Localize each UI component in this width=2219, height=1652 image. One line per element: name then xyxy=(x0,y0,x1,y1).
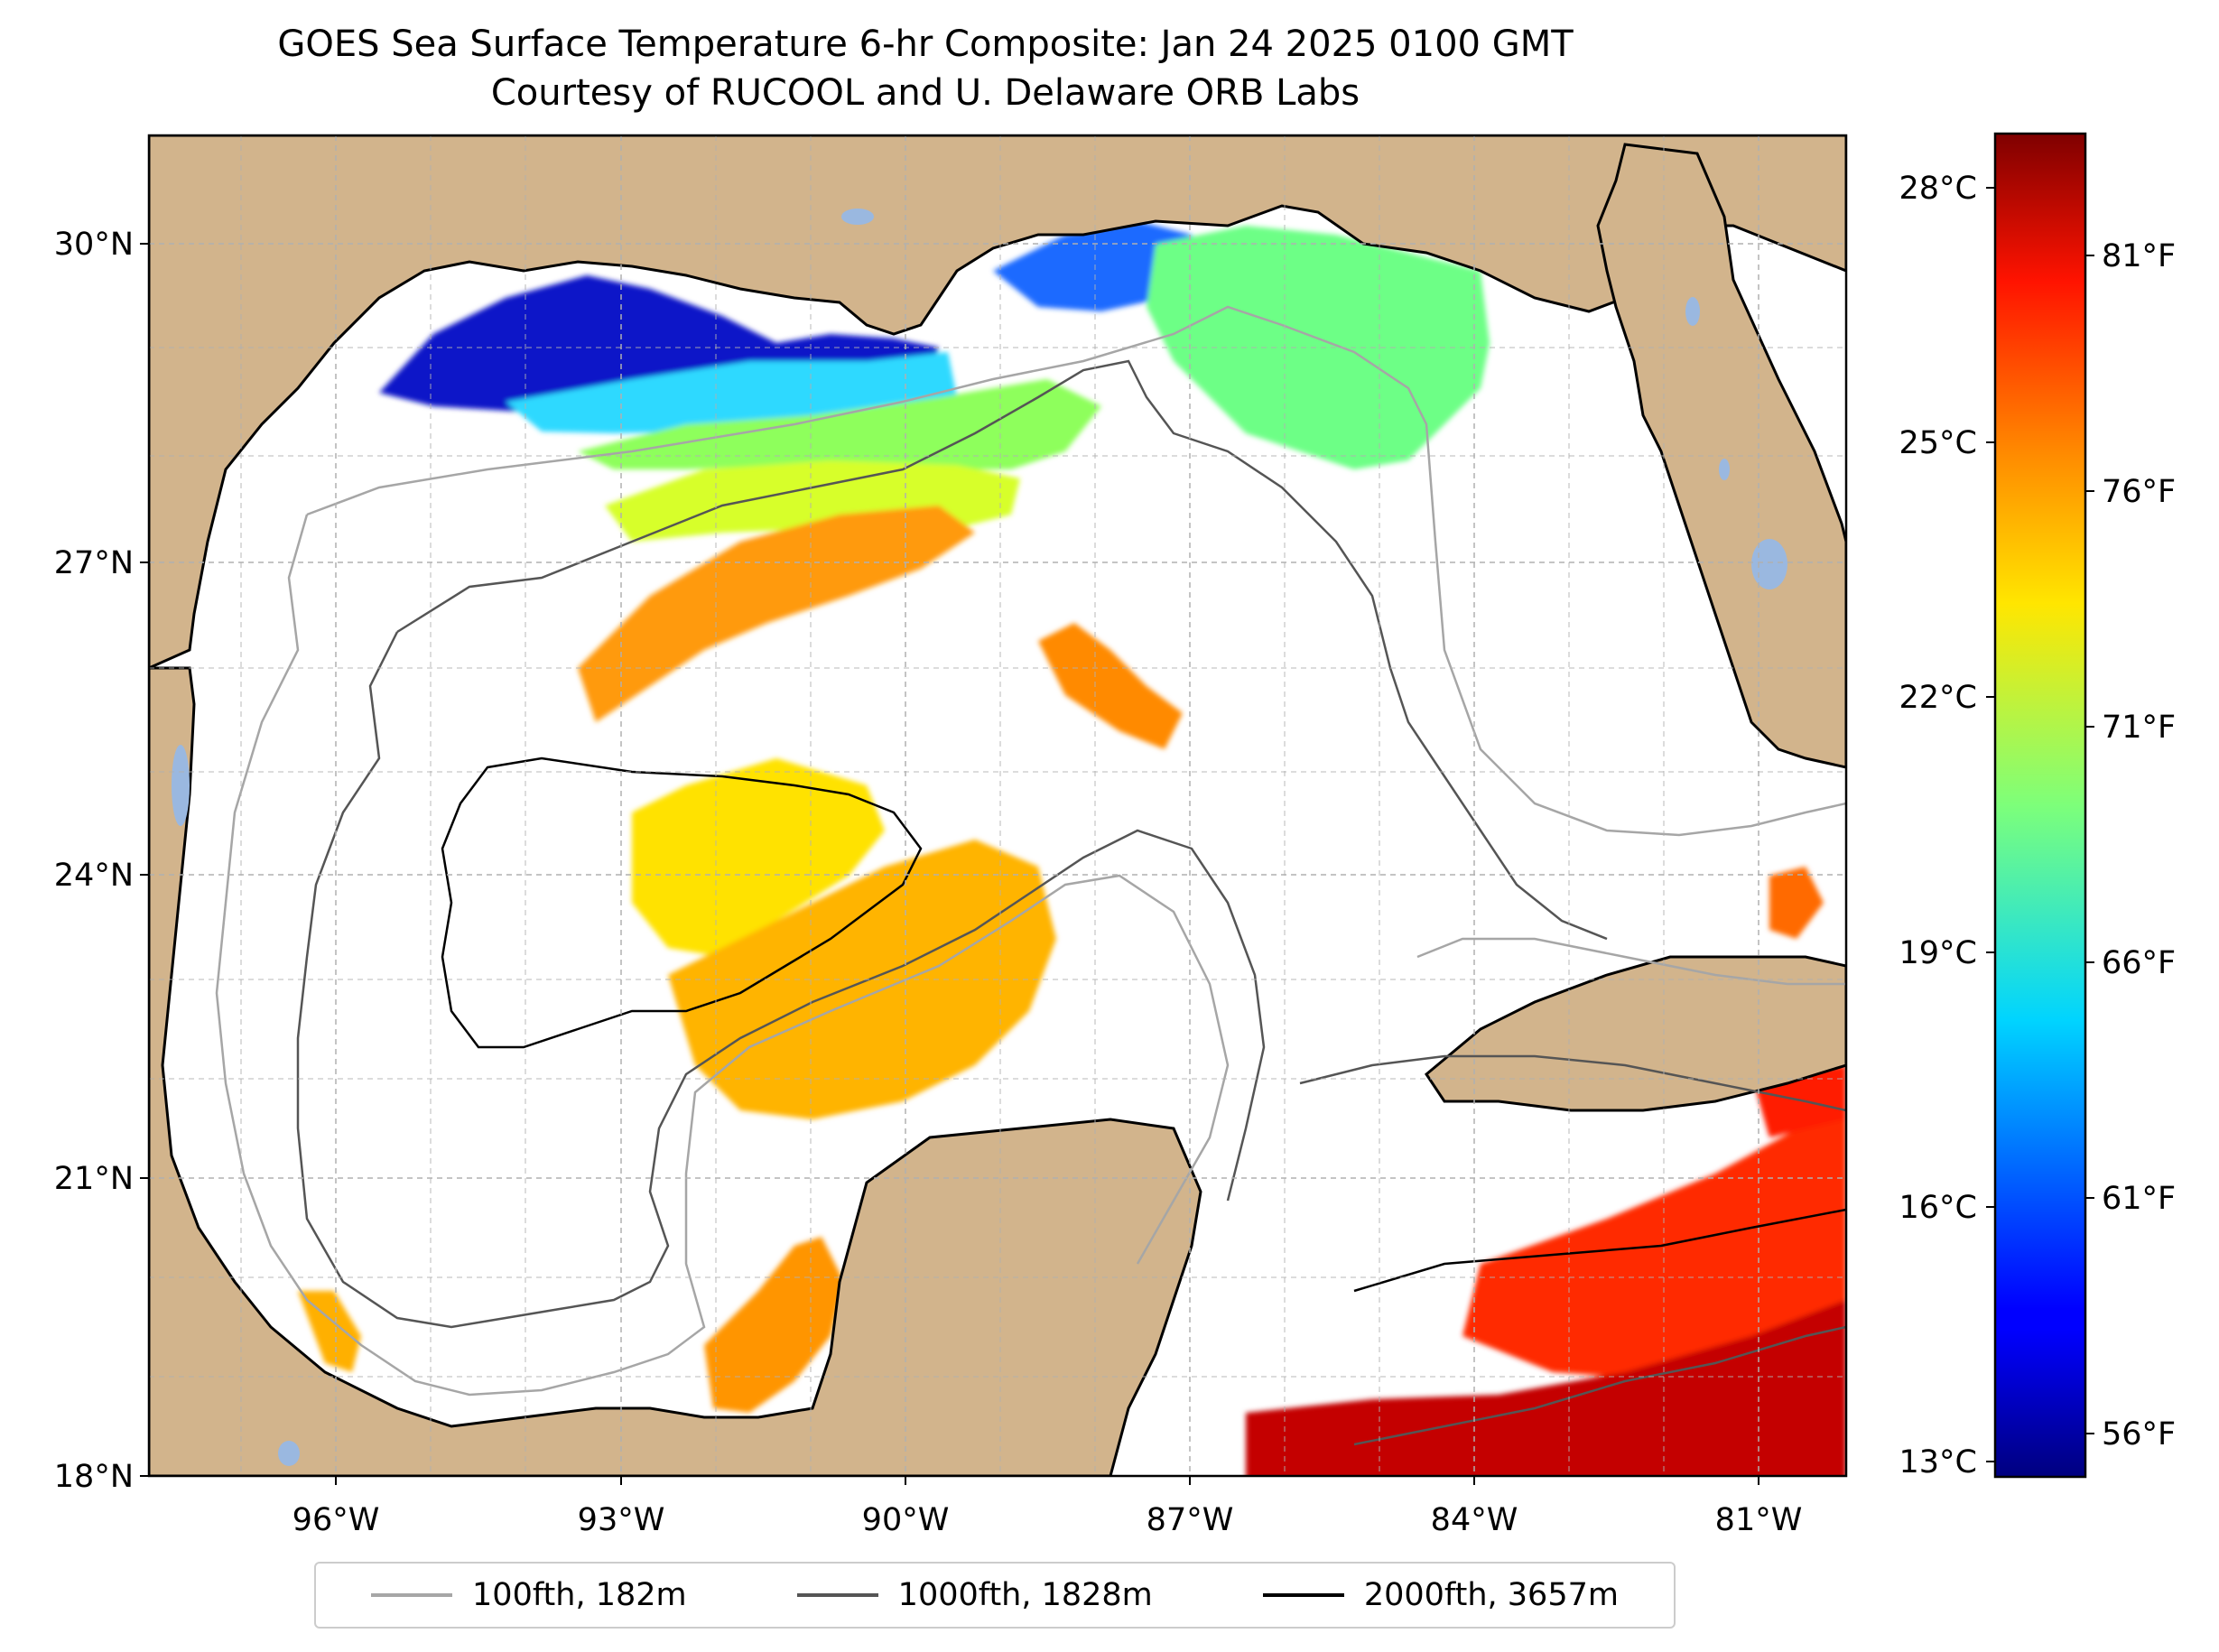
sst-swath-central-yellow xyxy=(632,758,885,957)
legend-label: 2000fth, 3657m xyxy=(1363,1577,1619,1613)
lat-tick-label: 21°N xyxy=(54,1161,134,1197)
sst-swath-green-west xyxy=(578,379,1101,469)
lake-pontchartrain xyxy=(841,209,874,225)
legend-swatch-100fth xyxy=(371,1593,453,1597)
lon-tick-label: 90°W xyxy=(862,1502,950,1538)
celsius-tick-label: 16°C xyxy=(1899,1190,1977,1226)
sst-swath-east-small xyxy=(1769,867,1824,939)
lake-small-1 xyxy=(1685,297,1700,326)
lon-tick-label: 96°W xyxy=(292,1502,380,1538)
lon-tick-label: 93°W xyxy=(578,1502,665,1538)
land-texas-mexico xyxy=(149,666,1202,1476)
fahrenheit-tick-label: 76°F xyxy=(2102,474,2176,510)
colorbar: 28°C 25°C 22°C 19°C 16°C 13°C 81°F 76°F … xyxy=(1899,132,2176,1480)
legend-swatch-1000fth xyxy=(796,1593,878,1597)
title-line-1: GOES Sea Surface Temperature 6-hr Compos… xyxy=(277,23,1574,65)
map-content xyxy=(149,135,1846,1476)
lat-tick-label: 18°N xyxy=(54,1459,134,1495)
lat-tick-label: 24°N xyxy=(54,858,134,894)
fahrenheit-tick-label: 61°F xyxy=(2102,1181,2176,1217)
bathymetry-layer xyxy=(215,305,1846,1446)
map-frame xyxy=(147,134,1848,1478)
sst-swath-campeche xyxy=(704,1237,844,1413)
sst-swath-caribbean-dark xyxy=(1246,1300,1846,1476)
celsius-tick-label: 28°C xyxy=(1899,171,1977,207)
celsius-axis: 28°C 25°C 22°C 19°C 16°C 13°C xyxy=(1899,171,1995,1480)
legend-swatch-2000fth xyxy=(1262,1593,1344,1597)
legend-entry-1000fth: 1000fth, 1828m xyxy=(796,1577,1153,1613)
inland-water-layer xyxy=(172,209,1787,1466)
sst-swath-green xyxy=(1147,226,1490,469)
title-line-2: Courtesy of RUCOOL and U. Delaware ORB L… xyxy=(490,72,1360,114)
chart-title: GOES Sea Surface Temperature 6-hr Compos… xyxy=(149,20,1702,117)
legend-label: 1000fth, 1828m xyxy=(897,1577,1153,1613)
lat-tick-label: 27°N xyxy=(54,545,134,581)
fahrenheit-axis: 81°F 76°F 71°F 66°F 61°F 56°F xyxy=(2085,238,2176,1452)
lake-mexico xyxy=(278,1441,300,1466)
contour-100fth xyxy=(215,305,1846,1397)
lon-ticks: 96°W 93°W 90°W 87°W 84°W 81°W xyxy=(292,1476,1803,1538)
fahrenheit-tick-label: 71°F xyxy=(2102,710,2176,746)
celsius-tick-label: 22°C xyxy=(1899,680,1977,716)
fahrenheit-tick-label: 66°F xyxy=(2102,945,2176,981)
lake-small-2 xyxy=(1719,459,1730,480)
celsius-tick-label: 25°C xyxy=(1899,425,1977,461)
celsius-tick-label: 13°C xyxy=(1899,1444,1977,1480)
fahrenheit-tick-label: 81°F xyxy=(2102,238,2176,274)
contour-2000fth xyxy=(441,756,1846,1293)
fahrenheit-tick-label: 56°F xyxy=(2102,1416,2176,1452)
sst-swath-caribbean-red xyxy=(1462,1101,1846,1381)
colorbar-gradient xyxy=(1993,132,2087,1479)
land-cuba xyxy=(1425,955,1846,1112)
lat-ticks: 30°N 27°N 24°N 21°N 18°N xyxy=(54,227,149,1495)
lake-okeechobee xyxy=(1751,539,1787,589)
celsius-tick-label: 19°C xyxy=(1899,935,1977,971)
legend-label: 100fth, 182m xyxy=(472,1577,687,1613)
sst-swath-east-orange xyxy=(1038,623,1183,749)
lake-texas xyxy=(172,745,190,826)
lon-tick-label: 84°W xyxy=(1431,1502,1518,1538)
contour-1000fth xyxy=(296,359,1846,1446)
sst-swath-central-orange xyxy=(668,840,1056,1119)
gridlines xyxy=(149,135,1846,1476)
sst-swath-veracruz xyxy=(298,1291,361,1372)
lon-tick-label: 87°W xyxy=(1147,1502,1234,1538)
lon-tick-label: 81°W xyxy=(1715,1502,1803,1538)
legend-entry-100fth: 100fth, 182m xyxy=(371,1577,687,1613)
lat-tick-label: 30°N xyxy=(54,227,134,263)
contour-legend: 100fth, 182m 1000fth, 1828m 2000fth, 365… xyxy=(314,1562,1676,1629)
legend-entry-2000fth: 2000fth, 3657m xyxy=(1262,1577,1619,1613)
